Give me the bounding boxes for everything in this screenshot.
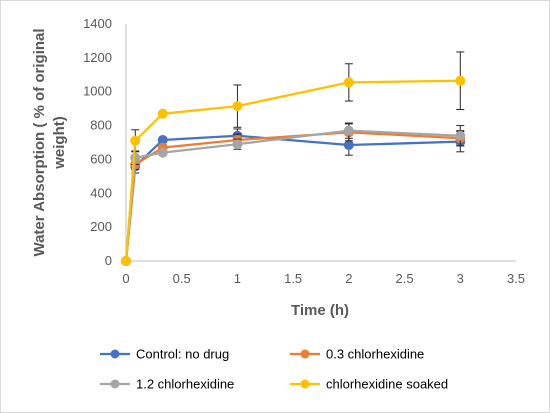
series-2 (121, 122, 466, 266)
x-tick-label: 2.5 (396, 271, 414, 286)
x-tick-label: 3 (457, 271, 464, 286)
y-tick-label: 1400 (83, 16, 112, 31)
series-line (124, 134, 461, 262)
legend-item: Control: no drug (100, 347, 229, 362)
legend-label: Control: no drug (136, 347, 229, 362)
legend-item: 0.3 chlorhexidine (290, 347, 424, 362)
data-point (121, 256, 131, 266)
y-axis-title-line: weight) (51, 116, 68, 170)
legend-swatch-marker (110, 349, 120, 359)
x-tick-labels: 0 0.5 1 1.5 2 2.5 3 3.5 (122, 271, 525, 286)
y-tick-label: 800 (90, 118, 112, 133)
y-axis-title: Water Absorption ( % of original weight) (31, 28, 68, 256)
legend-item: 1.2 chlorhexidine (100, 377, 234, 392)
y-tick-label: 400 (90, 185, 112, 200)
series-0 (121, 128, 466, 266)
y-tick-label: 1200 (83, 50, 112, 65)
x-tick-label: 2 (345, 271, 352, 286)
data-point (157, 108, 168, 119)
y-tick-label: 0 (105, 253, 112, 268)
data-point (343, 77, 354, 88)
x-tick-label: 1 (234, 271, 241, 286)
x-tick-label: 0 (122, 271, 129, 286)
legend-label: chlorhexidine soaked (326, 377, 448, 392)
legend-swatch-marker (300, 349, 310, 359)
legend: Control: no drug 0.3 chlorhexidine 1.2 chl… (100, 347, 448, 392)
series-1 (121, 123, 466, 266)
x-tick-label: 0.5 (173, 271, 191, 286)
legend-swatch-marker (110, 379, 120, 389)
series-line (124, 129, 461, 262)
data-point (343, 140, 354, 151)
x-axis-title: Time (h) (291, 302, 349, 319)
legend-item: chlorhexidine soaked (290, 377, 448, 392)
y-tick-label: 600 (90, 151, 112, 166)
series-layer (121, 51, 466, 266)
data-point (232, 139, 243, 150)
data-point (232, 101, 243, 112)
y-tick-label: 1000 (83, 84, 112, 99)
data-point (130, 135, 141, 146)
series-3 (121, 51, 466, 266)
x-tick-label: 1.5 (284, 271, 302, 286)
series-line (124, 79, 461, 262)
y-tick-label: 200 (90, 219, 112, 234)
x-tick-label: 3.5 (507, 271, 525, 286)
data-point (157, 147, 168, 158)
legend-swatch-marker (300, 379, 310, 389)
y-axis-title-text: Water Absorption ( % of original weight) (31, 28, 68, 256)
legend-label: 0.3 chlorhexidine (326, 347, 424, 362)
data-point (343, 125, 354, 136)
y-tick-labels: 0 200 400 600 800 1000 1200 1400 (83, 16, 112, 268)
legend-label: 1.2 chlorhexidine (136, 377, 234, 392)
data-point (455, 130, 466, 141)
data-point (455, 75, 466, 86)
y-axis-title-line: Water Absorption ( % of original (31, 28, 48, 256)
